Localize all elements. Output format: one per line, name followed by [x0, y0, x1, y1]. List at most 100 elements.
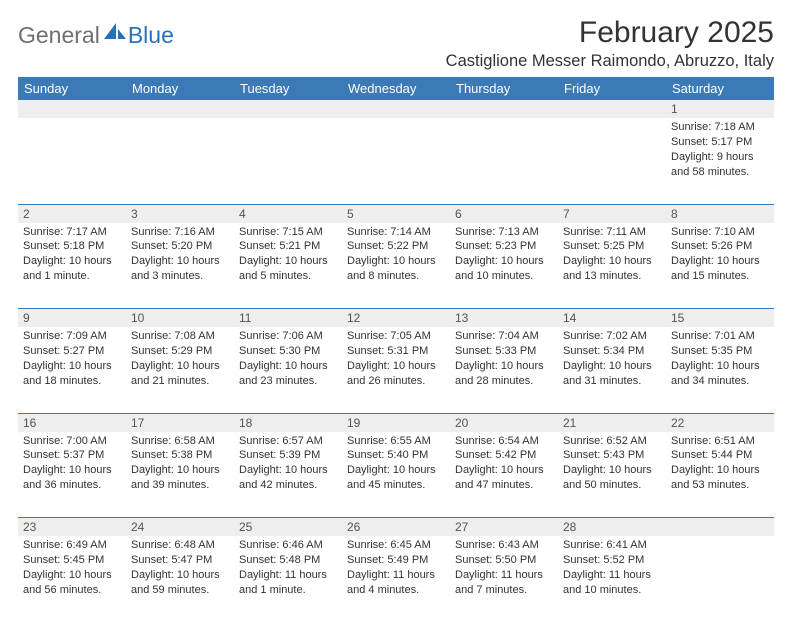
day-number-cell — [18, 100, 126, 118]
daylight-text: Daylight: 10 hours — [563, 359, 661, 374]
day-cell: Sunrise: 7:13 AMSunset: 5:23 PMDaylight:… — [450, 223, 558, 309]
daylight-text: Daylight: 10 hours — [671, 254, 769, 269]
daylight-text: Daylight: 10 hours — [239, 359, 337, 374]
title-block: February 2025 Castiglione Messer Raimond… — [446, 16, 774, 71]
day-cell: Sunrise: 6:49 AMSunset: 5:45 PMDaylight:… — [18, 536, 126, 622]
day-details: Sunrise: 7:14 AMSunset: 5:22 PMDaylight:… — [342, 223, 450, 290]
day-number-cell: 22 — [666, 413, 774, 432]
sunrise-text: Sunrise: 7:18 AM — [671, 120, 769, 135]
daylight-text: Daylight: 11 hours — [563, 568, 661, 583]
day-number-cell: 2 — [18, 204, 126, 223]
sunrise-text: Sunrise: 7:06 AM — [239, 329, 337, 344]
day-number-cell: 9 — [18, 309, 126, 328]
day-number-cell: 1 — [666, 100, 774, 118]
daylight-text: Daylight: 10 hours — [347, 463, 445, 478]
daylight-text: and 56 minutes. — [23, 583, 121, 598]
day-number-row: 232425262728 — [18, 518, 774, 537]
day-cell: Sunrise: 7:01 AMSunset: 5:35 PMDaylight:… — [666, 327, 774, 413]
day-number-cell: 28 — [558, 518, 666, 537]
day-details: Sunrise: 7:16 AMSunset: 5:20 PMDaylight:… — [126, 223, 234, 290]
day-cell — [450, 118, 558, 204]
daylight-text: and 53 minutes. — [671, 478, 769, 493]
sunset-text: Sunset: 5:31 PM — [347, 344, 445, 359]
daylight-text: and 3 minutes. — [131, 269, 229, 284]
daylight-text: and 7 minutes. — [455, 583, 553, 598]
daylight-text: and 1 minute. — [23, 269, 121, 284]
day-details: Sunrise: 7:08 AMSunset: 5:29 PMDaylight:… — [126, 327, 234, 394]
sunrise-text: Sunrise: 7:14 AM — [347, 225, 445, 240]
weekday-header: Thursday — [450, 77, 558, 100]
day-number-row: 16171819202122 — [18, 413, 774, 432]
sunset-text: Sunset: 5:30 PM — [239, 344, 337, 359]
daylight-text: Daylight: 9 hours — [671, 150, 769, 165]
daylight-text: and 58 minutes. — [671, 165, 769, 180]
day-details: Sunrise: 6:51 AMSunset: 5:44 PMDaylight:… — [666, 432, 774, 499]
sunrise-text: Sunrise: 7:17 AM — [23, 225, 121, 240]
sunset-text: Sunset: 5:17 PM — [671, 135, 769, 150]
sunrise-text: Sunrise: 7:10 AM — [671, 225, 769, 240]
daylight-text: and 13 minutes. — [563, 269, 661, 284]
day-details: Sunrise: 7:02 AMSunset: 5:34 PMDaylight:… — [558, 327, 666, 394]
sunrise-text: Sunrise: 6:45 AM — [347, 538, 445, 553]
daylight-text: and 10 minutes. — [455, 269, 553, 284]
sunrise-text: Sunrise: 7:16 AM — [131, 225, 229, 240]
daylight-text: Daylight: 10 hours — [455, 359, 553, 374]
day-cell: Sunrise: 6:58 AMSunset: 5:38 PMDaylight:… — [126, 432, 234, 518]
day-number-cell — [342, 100, 450, 118]
daylight-text: and 45 minutes. — [347, 478, 445, 493]
daylight-text: and 50 minutes. — [563, 478, 661, 493]
day-details: Sunrise: 6:45 AMSunset: 5:49 PMDaylight:… — [342, 536, 450, 603]
sunrise-text: Sunrise: 7:00 AM — [23, 434, 121, 449]
logo-sail-icon — [102, 21, 128, 46]
day-cell: Sunrise: 7:06 AMSunset: 5:30 PMDaylight:… — [234, 327, 342, 413]
daylight-text: and 36 minutes. — [23, 478, 121, 493]
day-number-cell — [234, 100, 342, 118]
day-cell: Sunrise: 7:09 AMSunset: 5:27 PMDaylight:… — [18, 327, 126, 413]
daylight-text: Daylight: 10 hours — [23, 359, 121, 374]
daylight-text: and 15 minutes. — [671, 269, 769, 284]
sunset-text: Sunset: 5:45 PM — [23, 553, 121, 568]
day-number-cell: 15 — [666, 309, 774, 328]
calendar-page: General Blue February 2025 Castiglione M… — [0, 0, 792, 632]
sunrise-text: Sunrise: 7:11 AM — [563, 225, 661, 240]
day-details: Sunrise: 7:17 AMSunset: 5:18 PMDaylight:… — [18, 223, 126, 290]
day-number-cell: 16 — [18, 413, 126, 432]
day-cell: Sunrise: 7:02 AMSunset: 5:34 PMDaylight:… — [558, 327, 666, 413]
day-details: Sunrise: 6:49 AMSunset: 5:45 PMDaylight:… — [18, 536, 126, 603]
day-cell: Sunrise: 7:16 AMSunset: 5:20 PMDaylight:… — [126, 223, 234, 309]
sunset-text: Sunset: 5:23 PM — [455, 239, 553, 254]
day-number-cell: 11 — [234, 309, 342, 328]
day-details: Sunrise: 6:43 AMSunset: 5:50 PMDaylight:… — [450, 536, 558, 603]
day-details: Sunrise: 7:09 AMSunset: 5:27 PMDaylight:… — [18, 327, 126, 394]
sunset-text: Sunset: 5:52 PM — [563, 553, 661, 568]
daylight-text: Daylight: 10 hours — [563, 463, 661, 478]
daylight-text: and 23 minutes. — [239, 374, 337, 389]
day-cell: Sunrise: 7:15 AMSunset: 5:21 PMDaylight:… — [234, 223, 342, 309]
sunrise-text: Sunrise: 6:52 AM — [563, 434, 661, 449]
day-number-cell: 6 — [450, 204, 558, 223]
day-details: Sunrise: 6:46 AMSunset: 5:48 PMDaylight:… — [234, 536, 342, 603]
day-number-row: 9101112131415 — [18, 309, 774, 328]
sunset-text: Sunset: 5:20 PM — [131, 239, 229, 254]
sunset-text: Sunset: 5:43 PM — [563, 448, 661, 463]
daylight-text: Daylight: 11 hours — [347, 568, 445, 583]
sunset-text: Sunset: 5:33 PM — [455, 344, 553, 359]
day-number-cell: 17 — [126, 413, 234, 432]
sunset-text: Sunset: 5:21 PM — [239, 239, 337, 254]
day-cell: Sunrise: 6:48 AMSunset: 5:47 PMDaylight:… — [126, 536, 234, 622]
day-details: Sunrise: 6:57 AMSunset: 5:39 PMDaylight:… — [234, 432, 342, 499]
sunset-text: Sunset: 5:18 PM — [23, 239, 121, 254]
daylight-text: Daylight: 10 hours — [671, 463, 769, 478]
day-number-cell: 23 — [18, 518, 126, 537]
sunrise-text: Sunrise: 7:04 AM — [455, 329, 553, 344]
daylight-text: Daylight: 10 hours — [131, 359, 229, 374]
sunrise-text: Sunrise: 6:49 AM — [23, 538, 121, 553]
day-cell: Sunrise: 7:04 AMSunset: 5:33 PMDaylight:… — [450, 327, 558, 413]
sunrise-text: Sunrise: 6:58 AM — [131, 434, 229, 449]
daylight-text: Daylight: 10 hours — [239, 254, 337, 269]
day-details: Sunrise: 7:06 AMSunset: 5:30 PMDaylight:… — [234, 327, 342, 394]
day-body-row: Sunrise: 7:00 AMSunset: 5:37 PMDaylight:… — [18, 432, 774, 518]
sunrise-text: Sunrise: 7:02 AM — [563, 329, 661, 344]
sunrise-text: Sunrise: 7:08 AM — [131, 329, 229, 344]
logo-text-blue: Blue — [128, 22, 174, 49]
